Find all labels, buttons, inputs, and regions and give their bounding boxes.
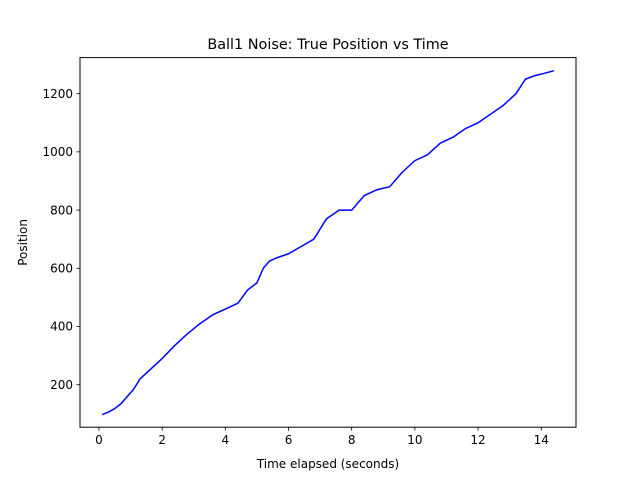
series-layer <box>101 69 555 416</box>
x-axis-ticks: 0 2 4 6 8 10 12 14 <box>95 427 549 447</box>
y-axis-ticks: 200 400 600 800 1000 1200 <box>42 87 80 392</box>
plot-frame <box>79 57 577 428</box>
y-tick-label: 400 <box>50 320 73 334</box>
y-axis-label: Position <box>16 219 30 266</box>
y-tick-label: 1000 <box>42 145 73 159</box>
x-axis-label: Time elapsed (seconds) <box>256 457 399 471</box>
x-tick-label: 0 <box>95 433 103 447</box>
x-tick-label: 14 <box>534 433 549 447</box>
plot-area <box>80 57 576 428</box>
y-tick-label: 600 <box>50 262 73 276</box>
x-tick-label: 12 <box>470 433 485 447</box>
series-line-0 <box>101 69 555 416</box>
x-tick-label: 4 <box>222 433 230 447</box>
chart-title: Ball1 Noise: True Position vs Time <box>207 37 448 53</box>
x-tick-label: 8 <box>348 433 356 447</box>
x-tick-label: 6 <box>285 433 293 447</box>
x-tick-label: 2 <box>158 433 166 447</box>
y-tick-label: 200 <box>50 378 73 392</box>
x-tick-label: 10 <box>407 433 422 447</box>
y-tick-label: 1200 <box>42 87 73 101</box>
y-tick-label: 800 <box>50 203 73 217</box>
